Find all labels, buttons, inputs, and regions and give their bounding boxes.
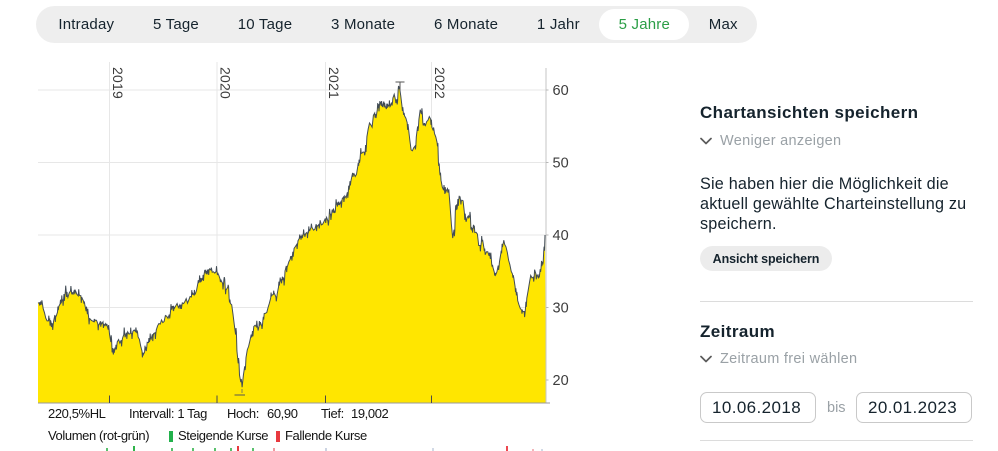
svg-text:2020: 2020 bbox=[218, 67, 234, 99]
svg-text:2021: 2021 bbox=[326, 67, 342, 99]
svg-text:2019: 2019 bbox=[110, 67, 126, 99]
svg-text:20: 20 bbox=[553, 373, 569, 389]
svg-text:50: 50 bbox=[553, 156, 569, 172]
svg-text:2022: 2022 bbox=[432, 67, 448, 99]
svg-text:60: 60 bbox=[553, 83, 569, 99]
svg-text:40: 40 bbox=[553, 228, 569, 244]
svg-text:30: 30 bbox=[553, 301, 569, 317]
